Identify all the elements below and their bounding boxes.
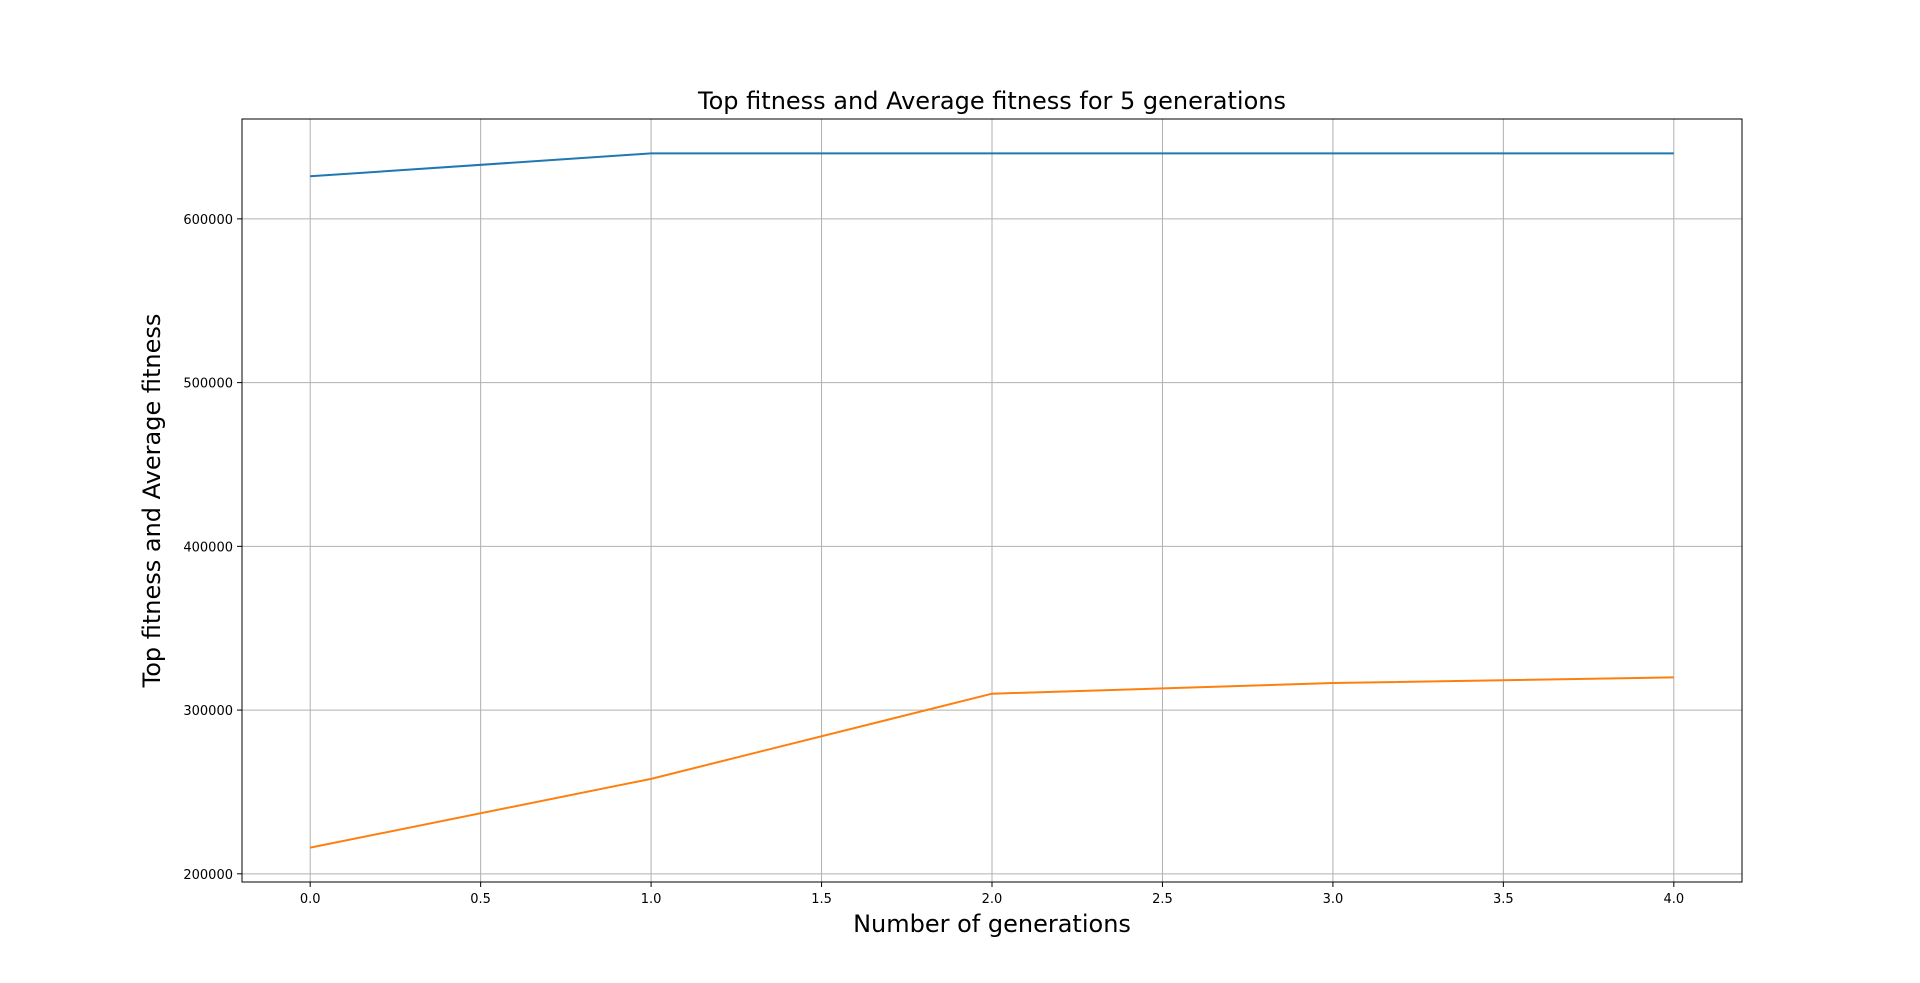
x-tick-label: 3.5 [1493, 892, 1514, 907]
series-lines [309, 152, 1674, 849]
y-axis-title: Top fitness and Average fitness [138, 314, 166, 689]
y-tick-label: 600000 [183, 213, 233, 228]
x-tick-label: 1.5 [811, 892, 832, 907]
y-tick-label: 500000 [183, 377, 233, 392]
series-line-2 [309, 676, 1674, 849]
y-tick-label: 300000 [183, 704, 233, 719]
axis-ticks: 0.0 0.5 1.0 1.5 2.0 2.5 3.0 3.5 4.0 200000 300000 4… [183, 213, 1684, 907]
x-tick-label: 0.0 [300, 892, 321, 907]
y-tick-label: 400000 [183, 540, 233, 555]
x-tick-label: 2.0 [982, 892, 1003, 907]
x-tick-label: 2.5 [1152, 892, 1173, 907]
grid-lines [242, 119, 1742, 882]
x-axis-title: Number of generations [853, 910, 1131, 938]
series-line-1 [310, 152, 1674, 178]
x-tick-label: 1.0 [641, 892, 662, 907]
x-tick-label: 3.0 [1323, 892, 1344, 907]
y-tick-label: 200000 [183, 868, 233, 883]
x-tick-label: 0.5 [470, 892, 491, 907]
chart-title: Top fitness and Average fitness for 5 ge… [697, 87, 1286, 115]
x-tick-label: 4.0 [1663, 892, 1684, 907]
